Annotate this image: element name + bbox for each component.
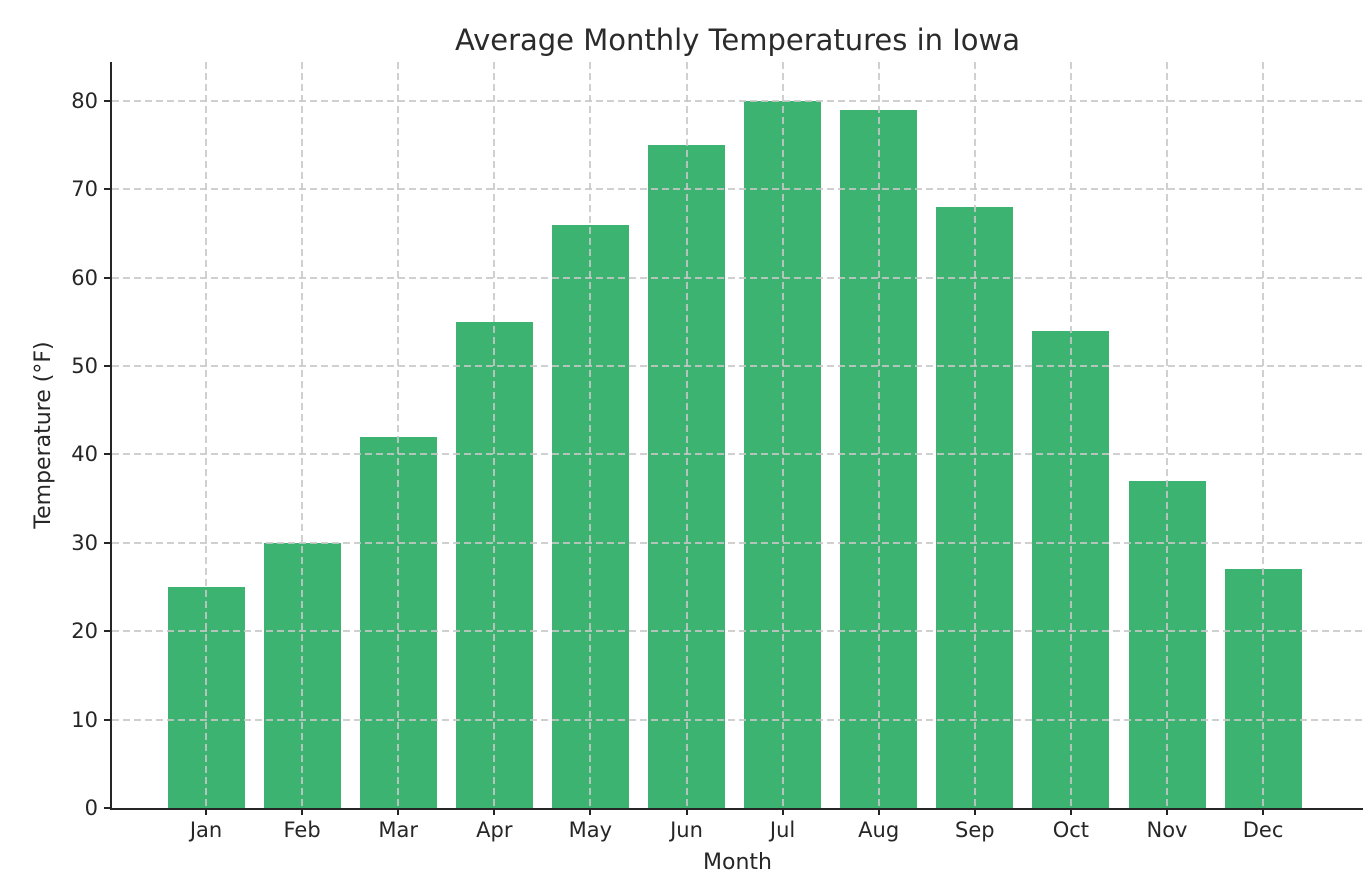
y-axis-label: Temperature (°F) — [31, 341, 56, 529]
y-tick-label-70: 70 — [71, 177, 98, 202]
gridline-h-80 — [112, 99, 1363, 102]
x-tick-feb — [301, 808, 304, 815]
gridline-v-dec — [1262, 62, 1265, 808]
gridline-h-10 — [112, 718, 1363, 721]
gridline-v-sep — [973, 62, 976, 808]
gridline-v-oct — [1069, 62, 1072, 808]
x-tick-apr — [493, 808, 496, 815]
x-tick-label-jun: Jun — [670, 818, 703, 842]
y-tick-60 — [104, 276, 112, 279]
y-tick-50 — [104, 365, 112, 368]
gridline-h-70 — [112, 188, 1363, 191]
plot-area — [112, 62, 1363, 808]
gridline-v-may — [589, 62, 592, 808]
y-tick-80 — [104, 99, 112, 102]
y-tick-label-80: 80 — [71, 88, 98, 113]
x-tick-label-feb: Feb — [283, 818, 321, 842]
gridline-v-apr — [493, 62, 496, 808]
y-tick-label-20: 20 — [71, 619, 98, 644]
gridline-v-aug — [877, 62, 880, 808]
x-tick-oct — [1069, 808, 1072, 815]
gridline-h-60 — [112, 276, 1363, 279]
x-tick-label-sep: Sep — [955, 818, 995, 842]
x-tick-label-jul: Jul — [769, 818, 796, 842]
gridline-h-20 — [112, 630, 1363, 633]
y-tick-20 — [104, 630, 112, 633]
gridline-h-30 — [112, 541, 1363, 544]
x-tick-label-mar: Mar — [378, 818, 418, 842]
x-axis-label: Month — [703, 850, 772, 875]
chart-title: Average Monthly Temperatures in Iowa — [454, 23, 1021, 57]
x-tick-mar — [397, 808, 400, 815]
x-tick-dec — [1262, 808, 1265, 815]
y-tick-30 — [104, 541, 112, 544]
gridline-v-mar — [397, 62, 400, 808]
x-tick-label-jan: Jan — [189, 818, 223, 842]
y-tick-label-60: 60 — [71, 265, 98, 290]
gridline-h-50 — [112, 365, 1363, 368]
y-axis-spine — [110, 62, 112, 810]
x-axis-spine — [110, 808, 1363, 810]
x-tick-may — [589, 808, 592, 815]
x-tick-nov — [1166, 808, 1168, 815]
x-tick-label-dec: Dec — [1242, 818, 1284, 842]
x-tick-jul — [781, 808, 784, 815]
x-tick-label-may: May — [568, 818, 613, 842]
y-tick-label-50: 50 — [71, 354, 98, 379]
x-tick-label-apr: Apr — [476, 818, 513, 842]
x-tick-jun — [685, 808, 688, 815]
y-tick-40 — [104, 453, 112, 456]
y-tick-10 — [104, 718, 112, 721]
y-tick-label-40: 40 — [71, 442, 98, 467]
y-tick-70 — [104, 188, 112, 191]
x-tick-label-oct: Oct — [1052, 818, 1090, 842]
gridline-v-jan — [205, 62, 207, 808]
gridline-h-40 — [112, 453, 1363, 456]
gridline-v-jun — [685, 62, 688, 808]
y-tick-0 — [104, 807, 112, 809]
y-tick-label-30: 30 — [71, 530, 98, 555]
gridline-v-jul — [781, 62, 784, 808]
x-tick-sep — [973, 808, 976, 815]
x-tick-jan — [205, 808, 207, 815]
y-tick-label-10: 10 — [71, 707, 98, 732]
gridline-v-feb — [301, 62, 304, 808]
x-tick-label-aug: Aug — [858, 818, 900, 842]
gridline-v-nov — [1166, 62, 1168, 808]
x-tick-aug — [877, 808, 880, 815]
x-tick-label-nov: Nov — [1146, 818, 1188, 842]
y-tick-label-0: 0 — [84, 796, 98, 820]
